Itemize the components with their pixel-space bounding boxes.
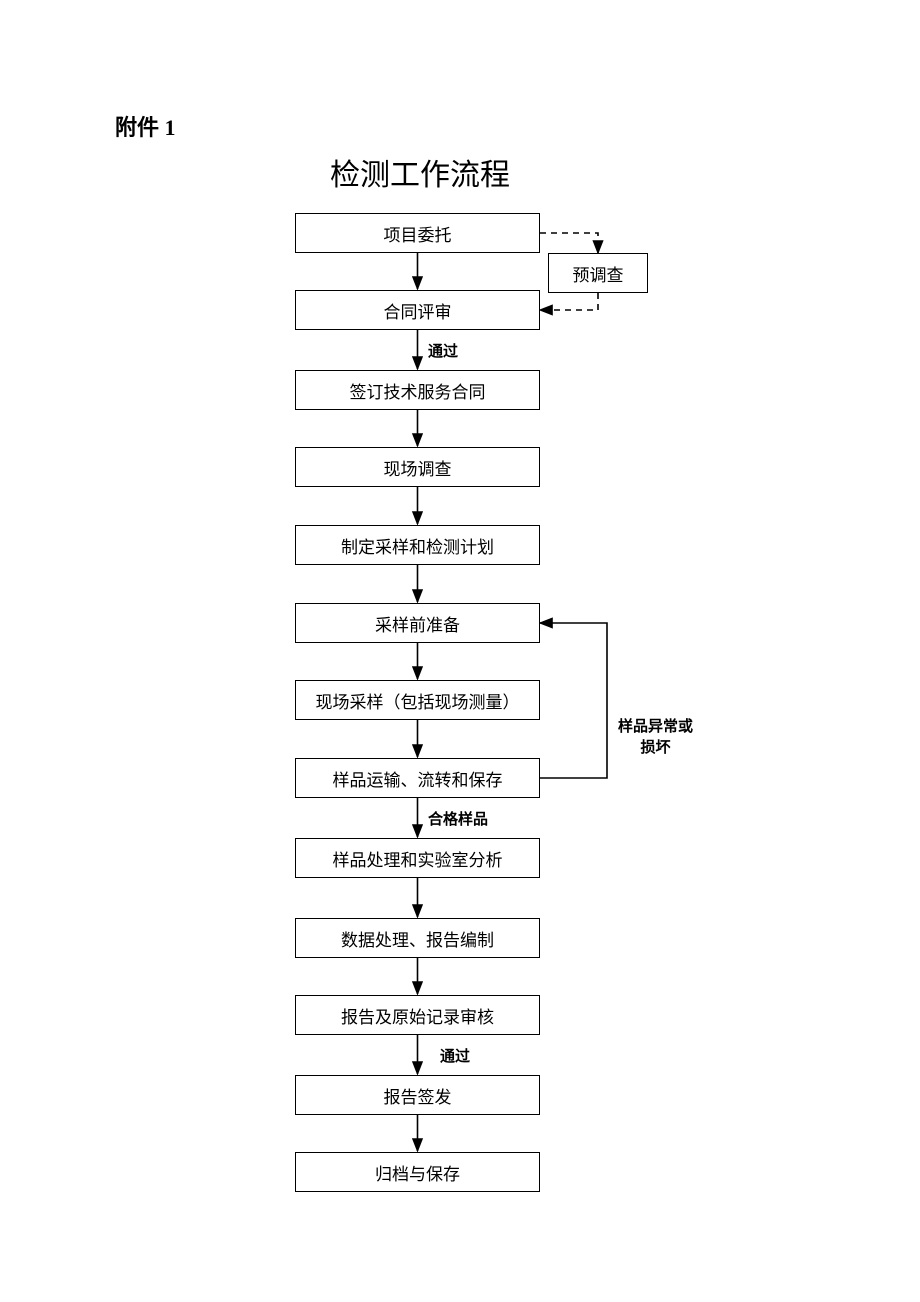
flow-node-n12: 报告及原始记录审核 <box>295 995 540 1035</box>
flow-node-label: 采样前准备 <box>375 611 460 636</box>
flow-node-label: 报告及原始记录审核 <box>341 1003 494 1028</box>
flow-node-label: 合同评审 <box>384 298 452 323</box>
flow-node-n8: 现场采样（包括现场测量） <box>295 680 540 720</box>
flow-node-n1: 项目委托 <box>295 213 540 253</box>
flow-node-label: 制定采样和检测计划 <box>341 533 494 558</box>
flow-node-label: 签订技术服务合同 <box>350 378 486 403</box>
page-title: 检测工作流程 <box>330 150 510 194</box>
flow-node-label: 现场采样（包括现场测量） <box>316 688 520 713</box>
flow-node-n11: 数据处理、报告编制 <box>295 918 540 958</box>
edge-label-multi-0: 样品异常或损坏 <box>618 716 693 758</box>
flow-node-n13: 报告签发 <box>295 1075 540 1115</box>
flow-node-label: 项目委托 <box>384 221 452 246</box>
edge-label-1: 合格样品 <box>428 808 488 829</box>
flow-node-n10: 样品处理和实验室分析 <box>295 838 540 878</box>
flow-node-n7: 采样前准备 <box>295 603 540 643</box>
flow-node-n4: 签订技术服务合同 <box>295 370 540 410</box>
flow-node-label: 数据处理、报告编制 <box>341 926 494 951</box>
flow-node-label: 样品运输、流转和保存 <box>333 766 503 791</box>
flow-node-n5: 现场调查 <box>295 447 540 487</box>
flow-node-label: 现场调查 <box>384 455 452 480</box>
flow-node-label: 样品处理和实验室分析 <box>333 846 503 871</box>
flow-node-n9: 样品运输、流转和保存 <box>295 758 540 798</box>
flow-node-n6: 制定采样和检测计划 <box>295 525 540 565</box>
flow-node-label: 预调查 <box>573 261 624 286</box>
flow-node-n3: 合同评审 <box>295 290 540 330</box>
flow-node-n2: 预调查 <box>548 253 648 293</box>
edge-label-0: 通过 <box>428 340 458 361</box>
flow-node-label: 归档与保存 <box>375 1160 460 1185</box>
attachment-header: 附件 1 <box>115 110 176 142</box>
edge-label-2: 通过 <box>440 1045 470 1066</box>
flow-node-n14: 归档与保存 <box>295 1152 540 1192</box>
flow-node-label: 报告签发 <box>384 1083 452 1108</box>
